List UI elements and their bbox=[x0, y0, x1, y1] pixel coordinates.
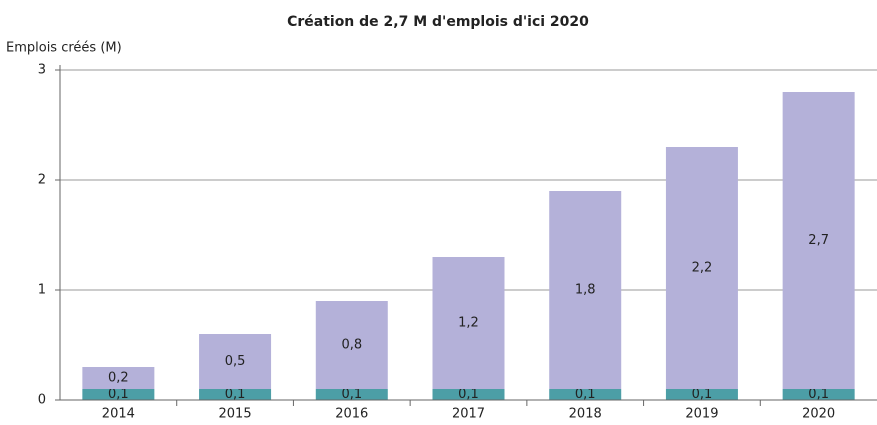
data-label: 0,1 bbox=[458, 387, 479, 402]
y-tick-label: 0 bbox=[38, 393, 46, 408]
y-tick-label: 2 bbox=[38, 173, 46, 188]
data-label: 0,1 bbox=[575, 387, 596, 402]
bar-segment bbox=[82, 389, 155, 400]
data-label: 0,5 bbox=[225, 354, 246, 369]
data-label: 0,1 bbox=[692, 387, 713, 402]
x-tick-label: 2018 bbox=[569, 407, 602, 422]
bar-segment bbox=[782, 92, 855, 389]
bar-segment bbox=[665, 147, 738, 389]
x-tick-label: 2017 bbox=[452, 407, 485, 422]
bar-segment bbox=[199, 334, 272, 389]
x-tick-label: 2016 bbox=[335, 407, 368, 422]
data-label: 2,7 bbox=[808, 233, 829, 248]
bar-segment bbox=[665, 389, 738, 400]
bar-segment bbox=[315, 389, 388, 400]
y-tick-label: 3 bbox=[38, 63, 46, 78]
data-label: 0,1 bbox=[108, 387, 129, 402]
bar-segment bbox=[432, 389, 505, 400]
y-axis-label: Emplois créés (M) bbox=[6, 41, 122, 56]
bar-segment bbox=[782, 389, 855, 400]
bar-segment bbox=[549, 191, 622, 389]
x-tick-label: 2020 bbox=[802, 407, 835, 422]
data-label: 0,2 bbox=[108, 371, 129, 386]
bar-segment bbox=[82, 367, 155, 389]
data-label: 1,8 bbox=[575, 283, 596, 298]
data-label: 2,2 bbox=[692, 261, 713, 276]
x-tick-label: 2015 bbox=[219, 407, 252, 422]
bar-segment bbox=[549, 389, 622, 400]
bar-segment bbox=[315, 301, 388, 389]
bar-segment bbox=[432, 257, 505, 389]
chart-title: Création de 2,7 M d'emplois d'ici 2020 bbox=[287, 14, 589, 30]
data-label: 0,1 bbox=[225, 387, 246, 402]
x-tick-label: 2019 bbox=[685, 407, 718, 422]
bar-segment bbox=[199, 389, 272, 400]
y-tick-label: 1 bbox=[38, 283, 46, 298]
data-label: 0,1 bbox=[808, 387, 829, 402]
data-label: 0,1 bbox=[341, 387, 362, 402]
x-tick-label: 2014 bbox=[102, 407, 135, 422]
data-label: 0,8 bbox=[341, 338, 362, 353]
data-label: 1,2 bbox=[458, 316, 479, 331]
